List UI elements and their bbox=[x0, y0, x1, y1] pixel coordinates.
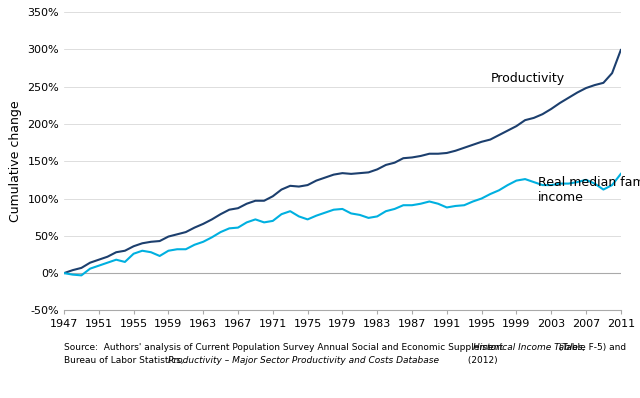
Y-axis label: Cumulative change: Cumulative change bbox=[9, 100, 22, 222]
Text: (Table F-5) and: (Table F-5) and bbox=[556, 343, 626, 352]
Text: Real median family
income: Real median family income bbox=[538, 176, 640, 204]
Text: Source:  Authors' analysis of Current Population Survey Annual Social and Econom: Source: Authors' analysis of Current Pop… bbox=[64, 343, 506, 352]
Text: Productivity – Major Sector Productivity and Costs Database: Productivity – Major Sector Productivity… bbox=[168, 356, 439, 365]
Text: Historical Income Tables,: Historical Income Tables, bbox=[473, 343, 586, 352]
Text: Productivity: Productivity bbox=[490, 72, 564, 85]
Text: (2012): (2012) bbox=[465, 356, 497, 365]
Text: Bureau of Labor Statistics,: Bureau of Labor Statistics, bbox=[64, 356, 186, 365]
